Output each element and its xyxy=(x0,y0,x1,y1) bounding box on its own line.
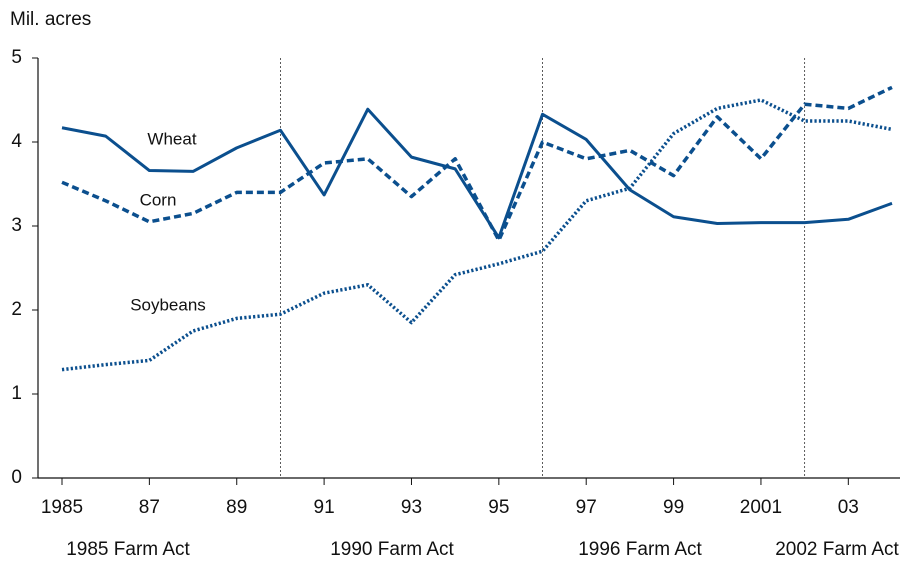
x-tick-label: 89 xyxy=(226,497,247,518)
x-tick-label: 97 xyxy=(576,497,597,518)
x-tick-label: 95 xyxy=(488,497,509,518)
x-tick-label: 91 xyxy=(314,497,335,518)
series-line xyxy=(61,98,893,372)
y-tick-label: 0 xyxy=(11,467,22,488)
x-tick-label: 87 xyxy=(139,497,160,518)
series-label: Soybeans xyxy=(130,295,206,314)
x-tick-label: 03 xyxy=(838,497,859,518)
x-tick-label: 1985 xyxy=(41,497,83,518)
y-tick-label: 2 xyxy=(11,299,22,320)
act-label: 1985 Farm Act xyxy=(66,539,190,560)
act-label: 1996 Farm Act xyxy=(578,539,702,560)
y-tick-label: 3 xyxy=(11,215,22,236)
y-tick-label: 5 xyxy=(11,47,22,68)
series-label: Wheat xyxy=(147,129,196,148)
act-label: 1990 Farm Act xyxy=(330,539,454,560)
x-tick-label: 99 xyxy=(663,497,684,518)
series-line xyxy=(61,107,893,240)
act-label: 2002 Farm Act xyxy=(775,539,899,560)
series-label: Corn xyxy=(140,190,177,209)
x-tick-label: 2001 xyxy=(740,497,782,518)
y-tick-label: 1 xyxy=(11,383,22,404)
x-tick-label: 93 xyxy=(401,497,422,518)
y-tick-label: 4 xyxy=(11,131,22,152)
y-axis-label: Mil. acres xyxy=(10,9,91,30)
series-line xyxy=(61,85,893,243)
